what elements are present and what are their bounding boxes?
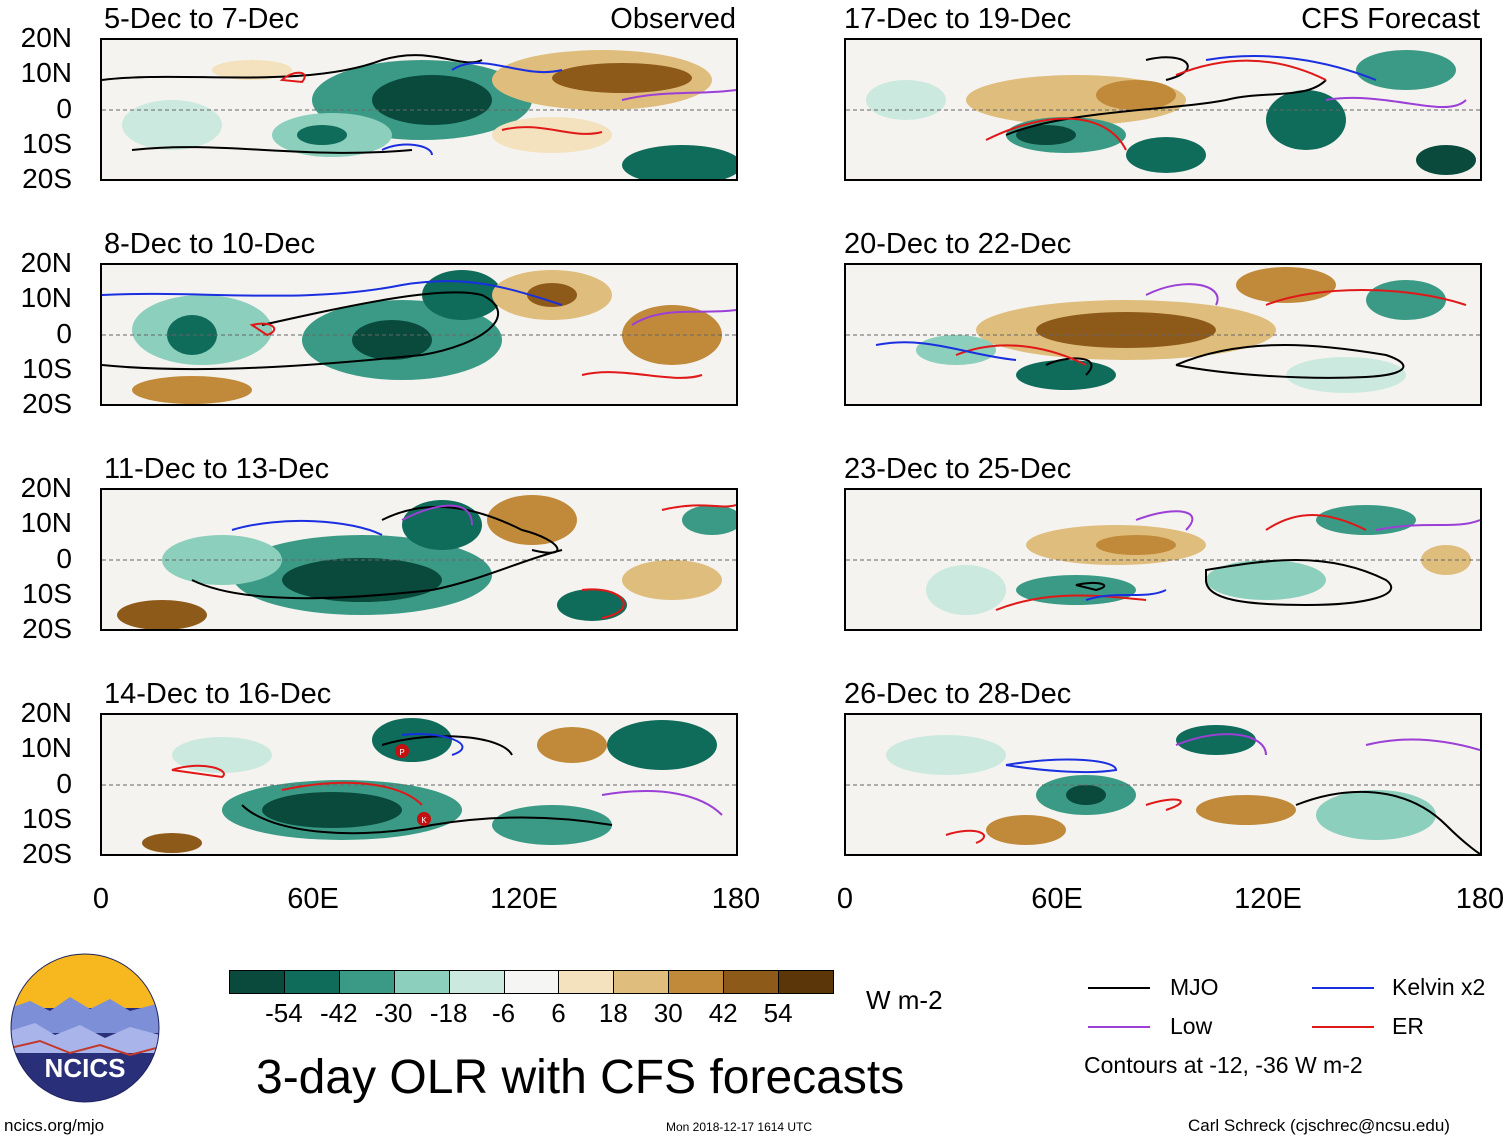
panel-title: 20-Dec to 22-Dec	[844, 228, 1072, 260]
colorbar	[229, 970, 834, 994]
legend-label-mjo: MJO	[1170, 974, 1219, 1000]
colorbar-swatch	[283, 970, 340, 994]
olr-map-panel[interactable]	[844, 38, 1482, 181]
lat-label: 20S	[22, 388, 72, 419]
legend-line-low	[1088, 1026, 1150, 1028]
panel-title: 17-Dec to 19-Dec	[844, 3, 1072, 35]
olr-map-panel[interactable]	[844, 488, 1482, 631]
observed-label: Observed	[610, 3, 736, 35]
lat-label: 0	[56, 318, 72, 349]
olr-map-panel[interactable]	[844, 263, 1482, 406]
colorbar-labels: -54 -42 -30 -18 -6 6 18 30 42 54	[229, 998, 833, 1028]
colorbar-tick-label: -54	[265, 998, 303, 1028]
lon-label: 0	[836, 883, 854, 915]
lat-label: 20S	[22, 163, 72, 194]
colorbar-tick-label: 18	[598, 998, 628, 1028]
legend-label-kelvin: Kelvin x2	[1392, 974, 1486, 1000]
colorbar-tick-label: 30	[653, 998, 683, 1028]
lat-label: 20S	[22, 613, 72, 644]
colorbar-swatch	[723, 970, 780, 994]
lat-label: 10N	[20, 282, 72, 313]
colorbar-swatch	[448, 970, 505, 994]
colorbar-swatch	[613, 970, 670, 994]
lon-label: 120E	[490, 883, 558, 915]
lat-label: 10S	[22, 803, 72, 834]
logo-text: NCICS	[44, 1053, 126, 1083]
olr-map-panel[interactable]	[100, 38, 738, 181]
legend-label-er: ER	[1392, 1013, 1424, 1039]
panel-title: 5-Dec to 7-Dec	[104, 3, 300, 35]
lat-label: 10N	[20, 507, 72, 538]
colorbar-swatch	[503, 970, 560, 994]
lat-label: 0	[56, 543, 72, 574]
panel-title: 23-Dec to 25-Dec	[844, 453, 1072, 485]
legend-line-mjo	[1088, 987, 1150, 989]
colorbar-units: W m-2	[866, 985, 943, 1015]
colorbar-tick-label: 54	[763, 998, 793, 1028]
lon-label: 60E	[287, 883, 339, 915]
lon-label: 120E	[1234, 883, 1302, 915]
figure-title: 3-day OLR with CFS forecasts	[256, 1051, 905, 1104]
panel-title: 26-Dec to 28-Dec	[844, 678, 1072, 710]
colorbar-swatch	[778, 970, 834, 994]
colorbar-tick-label: -6	[491, 998, 516, 1028]
panel-title: 14-Dec to 16-Dec	[104, 678, 332, 710]
lat-label: 20N	[20, 697, 72, 728]
panel-title: 11-Dec to 13-Dec	[104, 453, 330, 485]
lat-label: 0	[56, 93, 72, 124]
lon-label: 180	[1455, 883, 1505, 915]
olr-map-panel[interactable]: P K	[100, 713, 738, 856]
footer-credit: Carl Schreck (cjschrec@ncsu.edu)	[1188, 1116, 1450, 1135]
lon-label: 0	[92, 883, 110, 915]
lat-label: 20N	[20, 472, 72, 503]
olr-map-panel[interactable]	[100, 488, 738, 631]
footer-url[interactable]: ncics.org/mjo	[4, 1116, 105, 1135]
storm-marker-k: K	[421, 816, 427, 825]
lon-label: 180	[711, 883, 761, 915]
colorbar-tick-label: 42	[708, 998, 738, 1028]
colorbar-swatch	[558, 970, 615, 994]
legend-line-kelvin	[1312, 987, 1374, 989]
legend-line-er	[1312, 1026, 1374, 1028]
storm-marker-p: P	[399, 748, 404, 757]
colorbar-swatch	[338, 970, 395, 994]
panel-title: 8-Dec to 10-Dec	[104, 228, 316, 260]
colorbar-tick-label: 6	[551, 998, 566, 1028]
lat-label: 10S	[22, 578, 72, 609]
ncics-logo: NCICS	[10, 953, 160, 1103]
lon-label: 60E	[1031, 883, 1083, 915]
colorbar-tick-label: -42	[320, 998, 358, 1028]
colorbar-swatch	[668, 970, 725, 994]
footer-timestamp: Mon 2018-12-17 1614 UTC	[666, 1120, 813, 1134]
lat-label: 0	[56, 768, 72, 799]
legend-note: Contours at -12, -36 W m-2	[1084, 1052, 1363, 1078]
lat-label: 20N	[20, 247, 72, 278]
legend-label-low: Low	[1170, 1013, 1213, 1039]
colorbar-swatch	[229, 970, 285, 994]
lat-label: 10N	[20, 732, 72, 763]
forecast-label: CFS Forecast	[1301, 3, 1480, 35]
colorbar-tick-label: -18	[429, 998, 468, 1028]
colorbar-tick-label: -30	[374, 998, 413, 1028]
olr-map-panel[interactable]	[844, 713, 1482, 856]
lat-label: 10N	[20, 57, 72, 88]
olr-map-panel[interactable]	[100, 263, 738, 406]
lat-label: 20S	[22, 838, 72, 869]
lat-label: 20N	[20, 22, 72, 53]
colorbar-swatch	[393, 970, 450, 994]
lat-label: 10S	[22, 128, 72, 159]
lat-label: 10S	[22, 353, 72, 384]
